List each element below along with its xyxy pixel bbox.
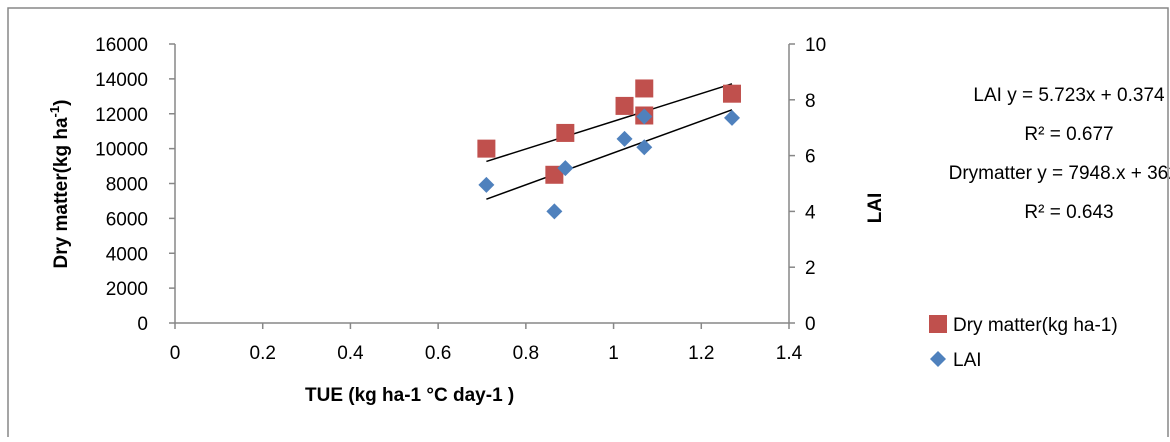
- y2-tick-label: 2: [805, 258, 816, 279]
- x-tick-label: 1.2: [688, 343, 714, 364]
- y-axis-right-title: LAI: [865, 193, 886, 224]
- y-tick-label: 2000: [106, 279, 148, 300]
- lai-point: [723, 109, 740, 126]
- y2-tick-label: 4: [805, 202, 816, 223]
- y-tick-label: 0: [137, 314, 148, 335]
- drymatter-r-squared: R² = 0.643: [1024, 202, 1113, 223]
- y-tick-label: 4000: [106, 244, 148, 265]
- y-tick-label: 12000: [95, 105, 148, 126]
- lai-point: [546, 203, 563, 220]
- dry-matter-point: [556, 123, 575, 142]
- y-tick-label: 6000: [106, 209, 148, 230]
- lai-point: [478, 176, 495, 193]
- legend-marker-lai: [930, 351, 946, 367]
- y2-tick-label: 6: [805, 147, 816, 168]
- x-tick-label: 0.8: [513, 343, 539, 364]
- x-tick-label: 0: [170, 343, 181, 364]
- y-tick-label: 16000: [95, 35, 148, 56]
- x-tick-label: 1: [608, 343, 619, 364]
- legend-marker-dry-matter: [929, 315, 947, 333]
- y-axis-right-ticks: 0 2 4 6 8 10: [789, 35, 826, 335]
- dry-matter-point: [722, 84, 741, 103]
- x-tick-label: 0.6: [425, 343, 451, 364]
- y2-tick-label: 0: [805, 314, 816, 335]
- lai-equation: LAI y = 5.723x + 0.374: [973, 85, 1165, 106]
- lai-point: [636, 108, 653, 125]
- dry-matter-point: [635, 79, 654, 98]
- x-tick-label: 0.2: [250, 343, 276, 364]
- y-axis-left-title-sup: -1: [47, 106, 62, 118]
- chart-border: [7, 7, 1169, 442]
- x-axis-ticks: 0 0.2 0.4 0.6 0.8 1 1.2 1.4: [170, 323, 803, 364]
- lai-point: [557, 160, 574, 177]
- trendline-dry-matter: [486, 83, 733, 163]
- trendline-lai: [486, 109, 733, 200]
- dry-matter-point: [545, 165, 564, 184]
- lai-point: [636, 139, 653, 156]
- y2-tick-label: 10: [805, 35, 826, 56]
- lai-point: [616, 130, 633, 147]
- y-tick-label: 10000: [95, 140, 148, 161]
- legend-label-lai: LAI: [953, 350, 982, 371]
- x-axis-title: TUE (kg ha-1 °C day-1 ): [305, 385, 514, 406]
- y-axis-left-ticks: 0 2000 4000 6000 8000 10000 12000 14000 16000: [95, 35, 175, 335]
- dry-matter-point: [477, 139, 496, 158]
- y-axis-left-title-close: ): [51, 100, 72, 106]
- drymatter-equation: Drymatter y = 7948.x + 3621: [949, 163, 1170, 184]
- dry-matter-point: [615, 96, 634, 115]
- x-tick-label: 0.4: [337, 343, 364, 364]
- trend-equations: LAI y = 5.723x + 0.374 R² = 0.677 Drymat…: [949, 85, 1170, 223]
- trendlines: [486, 83, 733, 200]
- y-axis-left-title: Dry matter(kg ha-1): [47, 100, 72, 269]
- y2-tick-label: 8: [805, 91, 816, 112]
- y-tick-label: 8000: [106, 175, 148, 196]
- legend: Dry matter(kg ha-1) LAI: [929, 315, 1118, 371]
- data-points: [477, 79, 741, 220]
- lai-r-squared: R² = 0.677: [1024, 124, 1113, 145]
- y-axis-left-title-main: Dry matter(kg ha: [51, 117, 72, 268]
- x-tick-label: 1.4: [776, 343, 803, 364]
- y-tick-label: 14000: [95, 70, 148, 91]
- legend-label-dry-matter: Dry matter(kg ha-1): [953, 315, 1118, 336]
